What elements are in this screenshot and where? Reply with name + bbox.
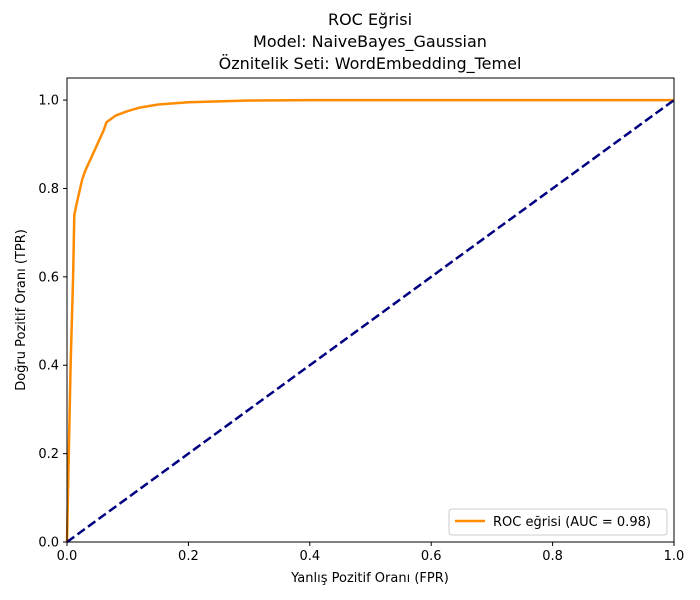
x-tick-label: 1.0 [664,549,685,564]
y-tick-label: 0.8 [38,182,59,197]
chance-diagonal-line [66,99,675,544]
y-tick-label: 0.2 [38,447,59,462]
x-tick-label: 0.2 [178,549,199,564]
y-tick-label: 1.0 [38,94,59,109]
y-axis-label: Doğru Pozitif Oranı (TPR) [14,229,29,391]
roc-curve-line [65,98,674,543]
legend-label-roc: ROC eğrisi (AUC = 0.98) [493,515,651,530]
legend: ROC eğrisi (AUC = 0.98) [448,508,668,536]
plot-frame [66,77,675,543]
x-axis-label: Yanlış Pozitif Oranı (FPR) [290,571,449,586]
chart-title-line-3: Öznitelik Seti: WordEmbedding_Temel [219,54,522,74]
chart-title-line-1: ROC Eğrisi [328,10,412,29]
y-tick-label: 0.6 [38,270,59,285]
x-tick-label: 0.6 [421,549,442,564]
x-tick-label: 0.4 [299,549,320,564]
x-tick-label: 0.0 [57,549,78,564]
x-tick-label: 0.8 [542,549,563,564]
y-tick-label: 0.4 [38,359,59,374]
legend-box [448,508,668,536]
y-tick-label: 0.0 [38,536,59,551]
chart-title-line-2: Model: NaiveBayes_Gaussian [253,32,487,52]
